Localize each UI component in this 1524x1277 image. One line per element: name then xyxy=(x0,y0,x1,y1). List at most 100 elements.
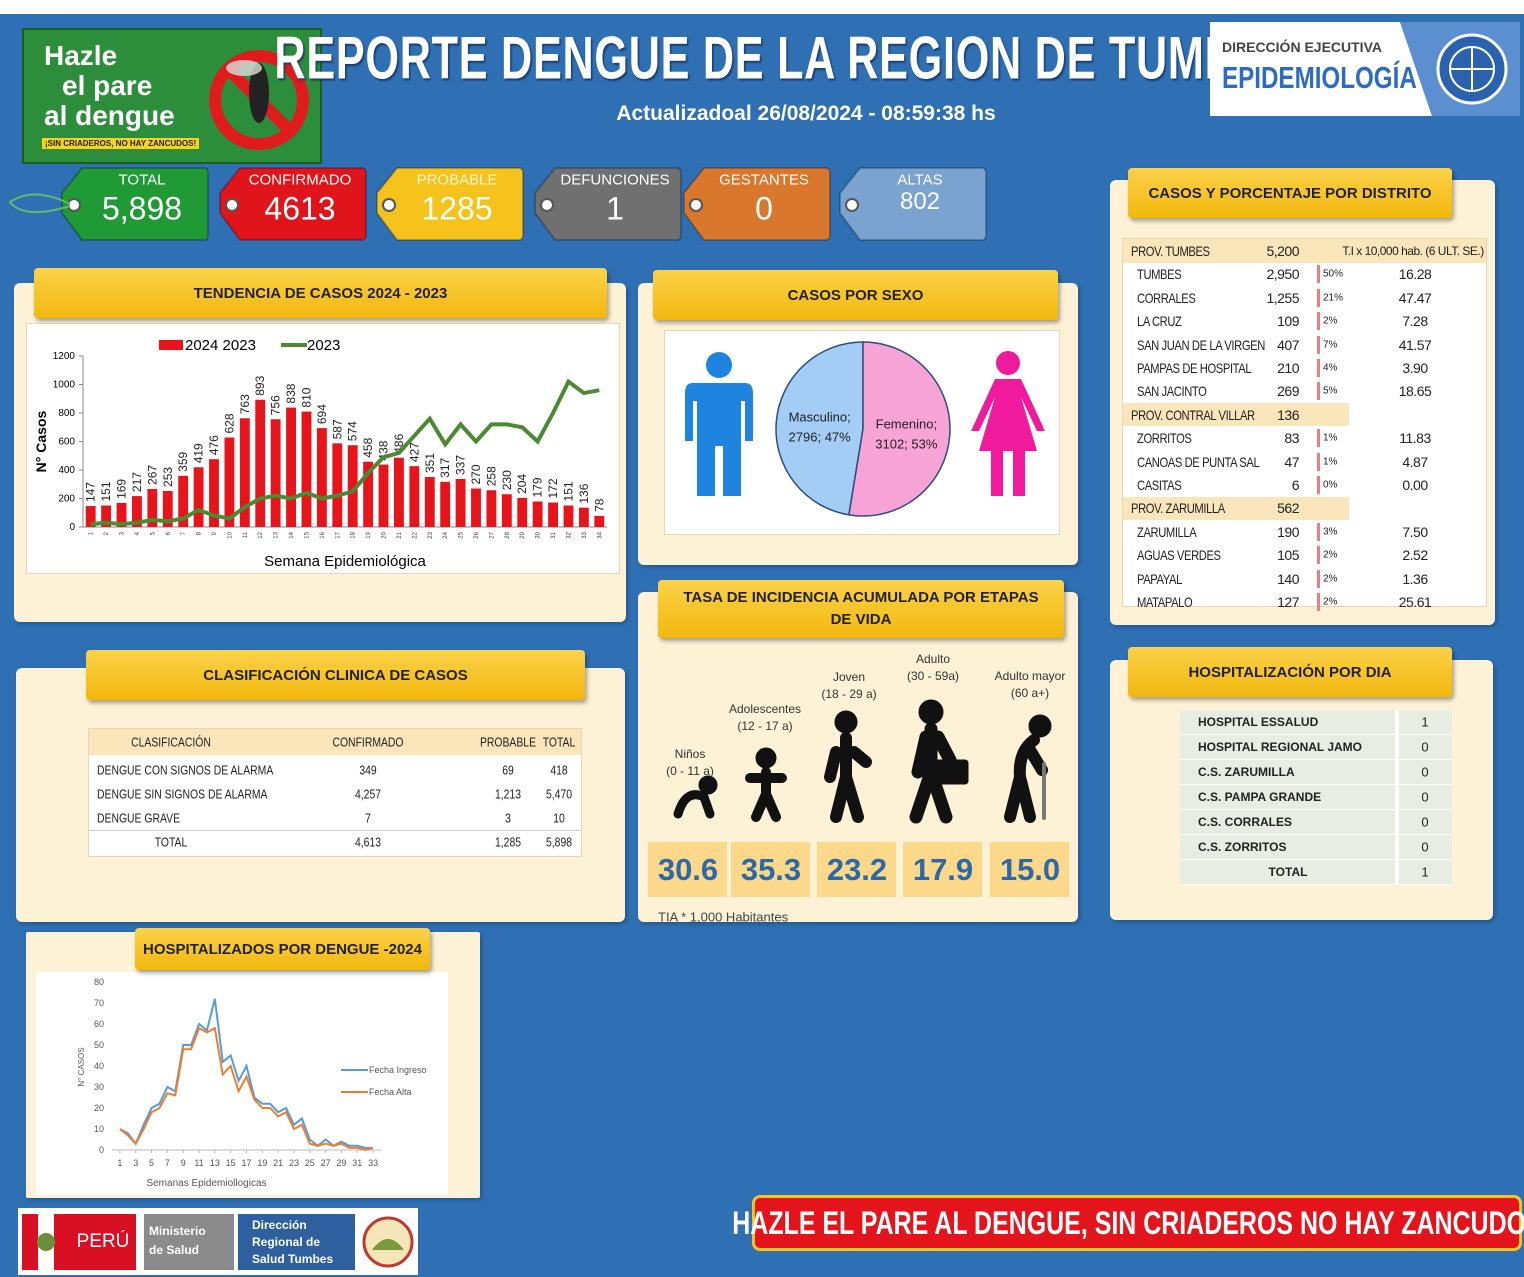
icon-part xyxy=(685,383,753,496)
x-tick-label: 21 xyxy=(273,1158,283,1168)
icon xyxy=(834,710,858,734)
bar xyxy=(132,496,142,527)
header-cell: CONFIRMADO xyxy=(332,734,404,750)
legend-label: 2023 xyxy=(307,337,340,354)
hospital-value: 1 xyxy=(1421,714,1429,730)
hospital-value: 0 xyxy=(1421,789,1429,805)
legend-swatch xyxy=(159,340,183,350)
hospital-name: HOSPITAL ESSALUD xyxy=(1198,715,1319,729)
value-box xyxy=(648,842,727,897)
data-label: 427 xyxy=(407,442,421,462)
bar xyxy=(594,515,605,527)
data-label: 587 xyxy=(330,419,344,439)
pct-bar xyxy=(1317,569,1320,588)
data-label: 419 xyxy=(192,443,206,463)
district-name: MATAPALO xyxy=(1137,594,1193,610)
cell: DENGUE SIN SIGNOS DE ALARMA xyxy=(97,786,268,802)
row-separator xyxy=(1180,784,1452,785)
pct: 2% xyxy=(1323,315,1338,327)
x-tick-label: 31 xyxy=(352,1158,362,1168)
legend-label: 2024 2023 xyxy=(185,337,256,354)
section-title: TASA DE INCIDENCIA ACUMULADA POR ETAPAS … xyxy=(658,580,1064,638)
data-label: 169 xyxy=(115,479,129,499)
x-tick-label: 7 xyxy=(165,1158,170,1168)
x-tick-label: 33 xyxy=(582,531,588,538)
x-tick-label: 27 xyxy=(321,1158,331,1168)
cases: 5,200 xyxy=(1266,243,1299,259)
pct-bar xyxy=(1317,359,1320,377)
chart-area: 0 200 400 600 800 1000 1200 147 151 169 217 267 253 3… xyxy=(26,323,620,574)
pct-bar xyxy=(1317,288,1320,307)
chart-area: 0 10 20 30 40 50 60 70 80 1 3 5 7 9 11 13 15 17 19 21 23 25 27… xyxy=(36,972,448,1195)
data-label: 838 xyxy=(284,383,298,403)
rate: 11.83 xyxy=(1399,430,1431,447)
data-label: 147 xyxy=(84,482,98,502)
row-separator xyxy=(1180,759,1452,760)
province-row xyxy=(1123,496,1349,521)
rate: 0.00 xyxy=(1402,477,1428,493)
bar xyxy=(532,501,543,527)
x-tick-label: 20 xyxy=(382,531,388,538)
cell: 10 xyxy=(553,810,565,826)
bar xyxy=(193,467,204,527)
y-tick-label: 30 xyxy=(94,1082,104,1092)
hospital-name: C.S. ZORRITOS xyxy=(1198,840,1287,854)
tag-shape xyxy=(534,167,682,241)
cases: 83 xyxy=(1284,430,1299,447)
legend-label: Fecha Alta xyxy=(369,1087,412,1097)
logo-text: el pare xyxy=(62,70,153,101)
district-name: SAN JUAN DE LA VIRGEN xyxy=(1137,336,1265,353)
bar xyxy=(424,476,435,527)
y-tick-label: 1000 xyxy=(53,380,76,391)
cases: 269 xyxy=(1277,383,1299,400)
data-label: 763 xyxy=(238,394,252,414)
pct: 2% xyxy=(1323,573,1338,585)
tag-hole xyxy=(67,198,81,212)
incidence-value: 23.2 xyxy=(826,852,888,887)
district-name: ZARUMILLA xyxy=(1137,523,1197,540)
bar xyxy=(147,488,158,527)
bar xyxy=(563,505,574,527)
line xyxy=(119,998,374,1149)
data-label: 270 xyxy=(469,464,483,484)
row-separator xyxy=(1180,834,1452,835)
x-tick-label: 28 xyxy=(505,531,511,538)
icon xyxy=(1028,714,1052,738)
pct: 3% xyxy=(1323,526,1338,538)
icon-part xyxy=(971,379,1045,496)
section-title: CASOS POR SEXO xyxy=(653,270,1058,320)
x-tick-label: 9 xyxy=(212,531,218,535)
pie-label-line: 2796; 47% xyxy=(789,429,852,444)
incidence-value: 17.9 xyxy=(912,852,974,887)
data-label: 810 xyxy=(299,387,313,407)
cell: 418 xyxy=(550,762,568,778)
pct: 0% xyxy=(1323,479,1338,491)
logo: Hazle el pare al dengue ¡SIN CRIADEROS, … xyxy=(22,28,322,164)
male-icon xyxy=(685,352,753,496)
data-label: 694 xyxy=(315,404,329,424)
pie-slice xyxy=(775,341,864,516)
section-title: CLASIFICACIÓN CLINICA DE CASOS xyxy=(86,650,585,700)
icon xyxy=(673,790,715,819)
cases: 190 xyxy=(1277,523,1299,540)
tag-value: 802 xyxy=(899,188,941,215)
x-tick-label: 22 xyxy=(412,531,418,538)
tag-shape xyxy=(219,167,367,241)
age-range: (30 - 59a) xyxy=(906,669,960,683)
tag-shape xyxy=(839,167,987,241)
bar xyxy=(517,497,528,527)
cell: 69 xyxy=(502,762,514,778)
district-name: LA CRUZ xyxy=(1137,313,1182,330)
y-tick-label: 1200 xyxy=(53,351,76,362)
table: CLASIFICACIÓN CONFIRMADO PROBABLE TOTAL DENG… xyxy=(88,728,582,857)
x-tick-label: 29 xyxy=(336,1158,346,1168)
cell: TOTAL xyxy=(154,834,188,850)
data-label: 628 xyxy=(222,413,236,433)
value-box xyxy=(990,842,1069,897)
cell: 3 xyxy=(505,810,511,826)
cell: DENGUE CON SIGNOS DE ALARMA xyxy=(97,762,274,778)
x-tick-label: 3 xyxy=(133,1158,138,1168)
rate: 7.50 xyxy=(1402,523,1428,540)
org-logo: DIRECCIÓN EJECUTIVA EPIDEMIOLOGÍA xyxy=(1210,22,1520,116)
hospital-value: 0 xyxy=(1421,739,1429,755)
